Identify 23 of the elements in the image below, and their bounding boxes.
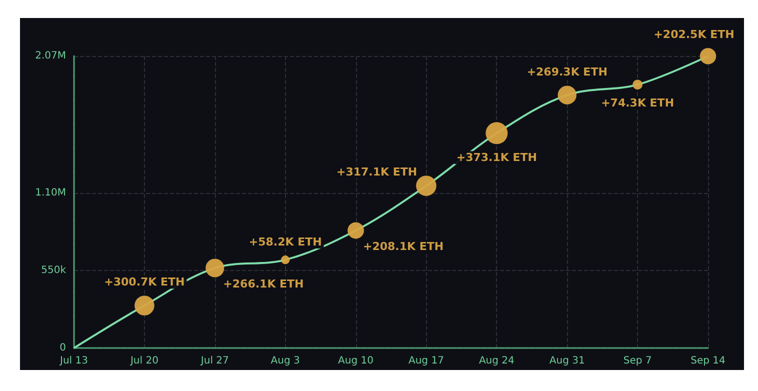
x-tick-label: Aug 24 <box>478 356 514 366</box>
y-tick-label: 2.07M <box>35 50 66 62</box>
x-tick-label: Jul 20 <box>129 356 158 366</box>
x-tick-label: Jul 27 <box>200 356 229 366</box>
x-tick-label: Jul 13 <box>59 356 88 366</box>
x-tick-label: Aug 3 <box>270 356 300 366</box>
x-tick-label: Aug 17 <box>408 356 444 366</box>
x-tick-label: Sep 14 <box>690 356 726 366</box>
y-tick-label: 550k <box>41 264 66 276</box>
annotation: +202.5K ETH <box>654 28 734 42</box>
annotation: +300.7K ETH <box>104 276 185 289</box>
annotation: +373.1K ETH <box>456 151 537 164</box>
annotation: +74.3K ETH <box>601 96 674 110</box>
annotation: +208.1K ETH <box>362 240 444 253</box>
x-tick-label: Aug 10 <box>338 356 374 366</box>
annotation: +269.3K ETH <box>526 66 608 79</box>
y-tick-label: 0 <box>60 342 66 354</box>
x-tick-label: Aug 31 <box>549 356 585 366</box>
annotation: +58.2K ETH <box>248 235 322 248</box>
annotation: +317.1K ETH <box>336 165 418 178</box>
y-tick-label: 1.10M <box>35 187 66 198</box>
x-tick-label: Sep 7 <box>623 356 652 366</box>
annotation: +266.1K ETH <box>223 278 304 291</box>
